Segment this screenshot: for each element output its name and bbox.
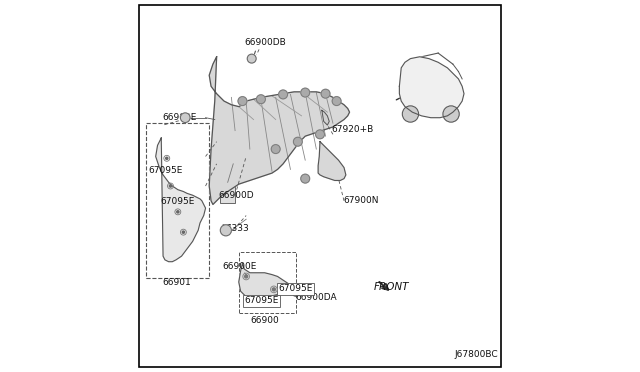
Circle shape xyxy=(316,130,324,139)
Polygon shape xyxy=(209,57,349,205)
Circle shape xyxy=(332,97,341,106)
Text: 66900E: 66900E xyxy=(162,113,196,122)
Bar xyxy=(239,253,296,313)
Text: 67920+B: 67920+B xyxy=(331,125,373,134)
Circle shape xyxy=(403,106,419,122)
Polygon shape xyxy=(318,142,346,180)
Text: 66900DA: 66900DA xyxy=(295,293,337,302)
Text: FRONT: FRONT xyxy=(374,282,409,292)
Circle shape xyxy=(166,157,168,160)
Circle shape xyxy=(238,97,247,106)
Text: 66900E: 66900E xyxy=(222,262,257,271)
Polygon shape xyxy=(156,138,205,262)
Circle shape xyxy=(182,231,184,233)
Circle shape xyxy=(257,95,266,104)
Text: 67095E: 67095E xyxy=(161,197,195,206)
Polygon shape xyxy=(322,110,329,125)
Circle shape xyxy=(273,288,275,291)
Circle shape xyxy=(220,225,232,236)
Text: 67900N: 67900N xyxy=(343,196,379,205)
Text: 67095E: 67095E xyxy=(278,284,313,293)
Text: 66900: 66900 xyxy=(251,316,279,326)
Circle shape xyxy=(301,88,310,97)
Text: 67095E: 67095E xyxy=(278,284,313,293)
Circle shape xyxy=(170,185,172,187)
Polygon shape xyxy=(399,57,464,118)
Polygon shape xyxy=(239,263,289,299)
Text: 67333: 67333 xyxy=(220,224,249,233)
Circle shape xyxy=(177,211,179,213)
Text: 66900DB: 66900DB xyxy=(244,38,286,47)
Circle shape xyxy=(443,106,459,122)
Text: 67095E: 67095E xyxy=(244,296,279,305)
Text: 67095E: 67095E xyxy=(148,166,183,175)
Text: J67800BC: J67800BC xyxy=(455,350,499,359)
Text: 67095E: 67095E xyxy=(244,296,279,305)
Circle shape xyxy=(180,113,190,122)
Text: 66900D: 66900D xyxy=(218,191,254,200)
Bar xyxy=(220,182,235,203)
Circle shape xyxy=(321,89,330,98)
Text: 66901: 66901 xyxy=(162,278,191,287)
Bar xyxy=(147,123,209,278)
Circle shape xyxy=(278,90,287,99)
Circle shape xyxy=(244,275,248,278)
Circle shape xyxy=(247,54,256,63)
Circle shape xyxy=(301,174,310,183)
Circle shape xyxy=(293,137,302,146)
Circle shape xyxy=(271,145,280,154)
